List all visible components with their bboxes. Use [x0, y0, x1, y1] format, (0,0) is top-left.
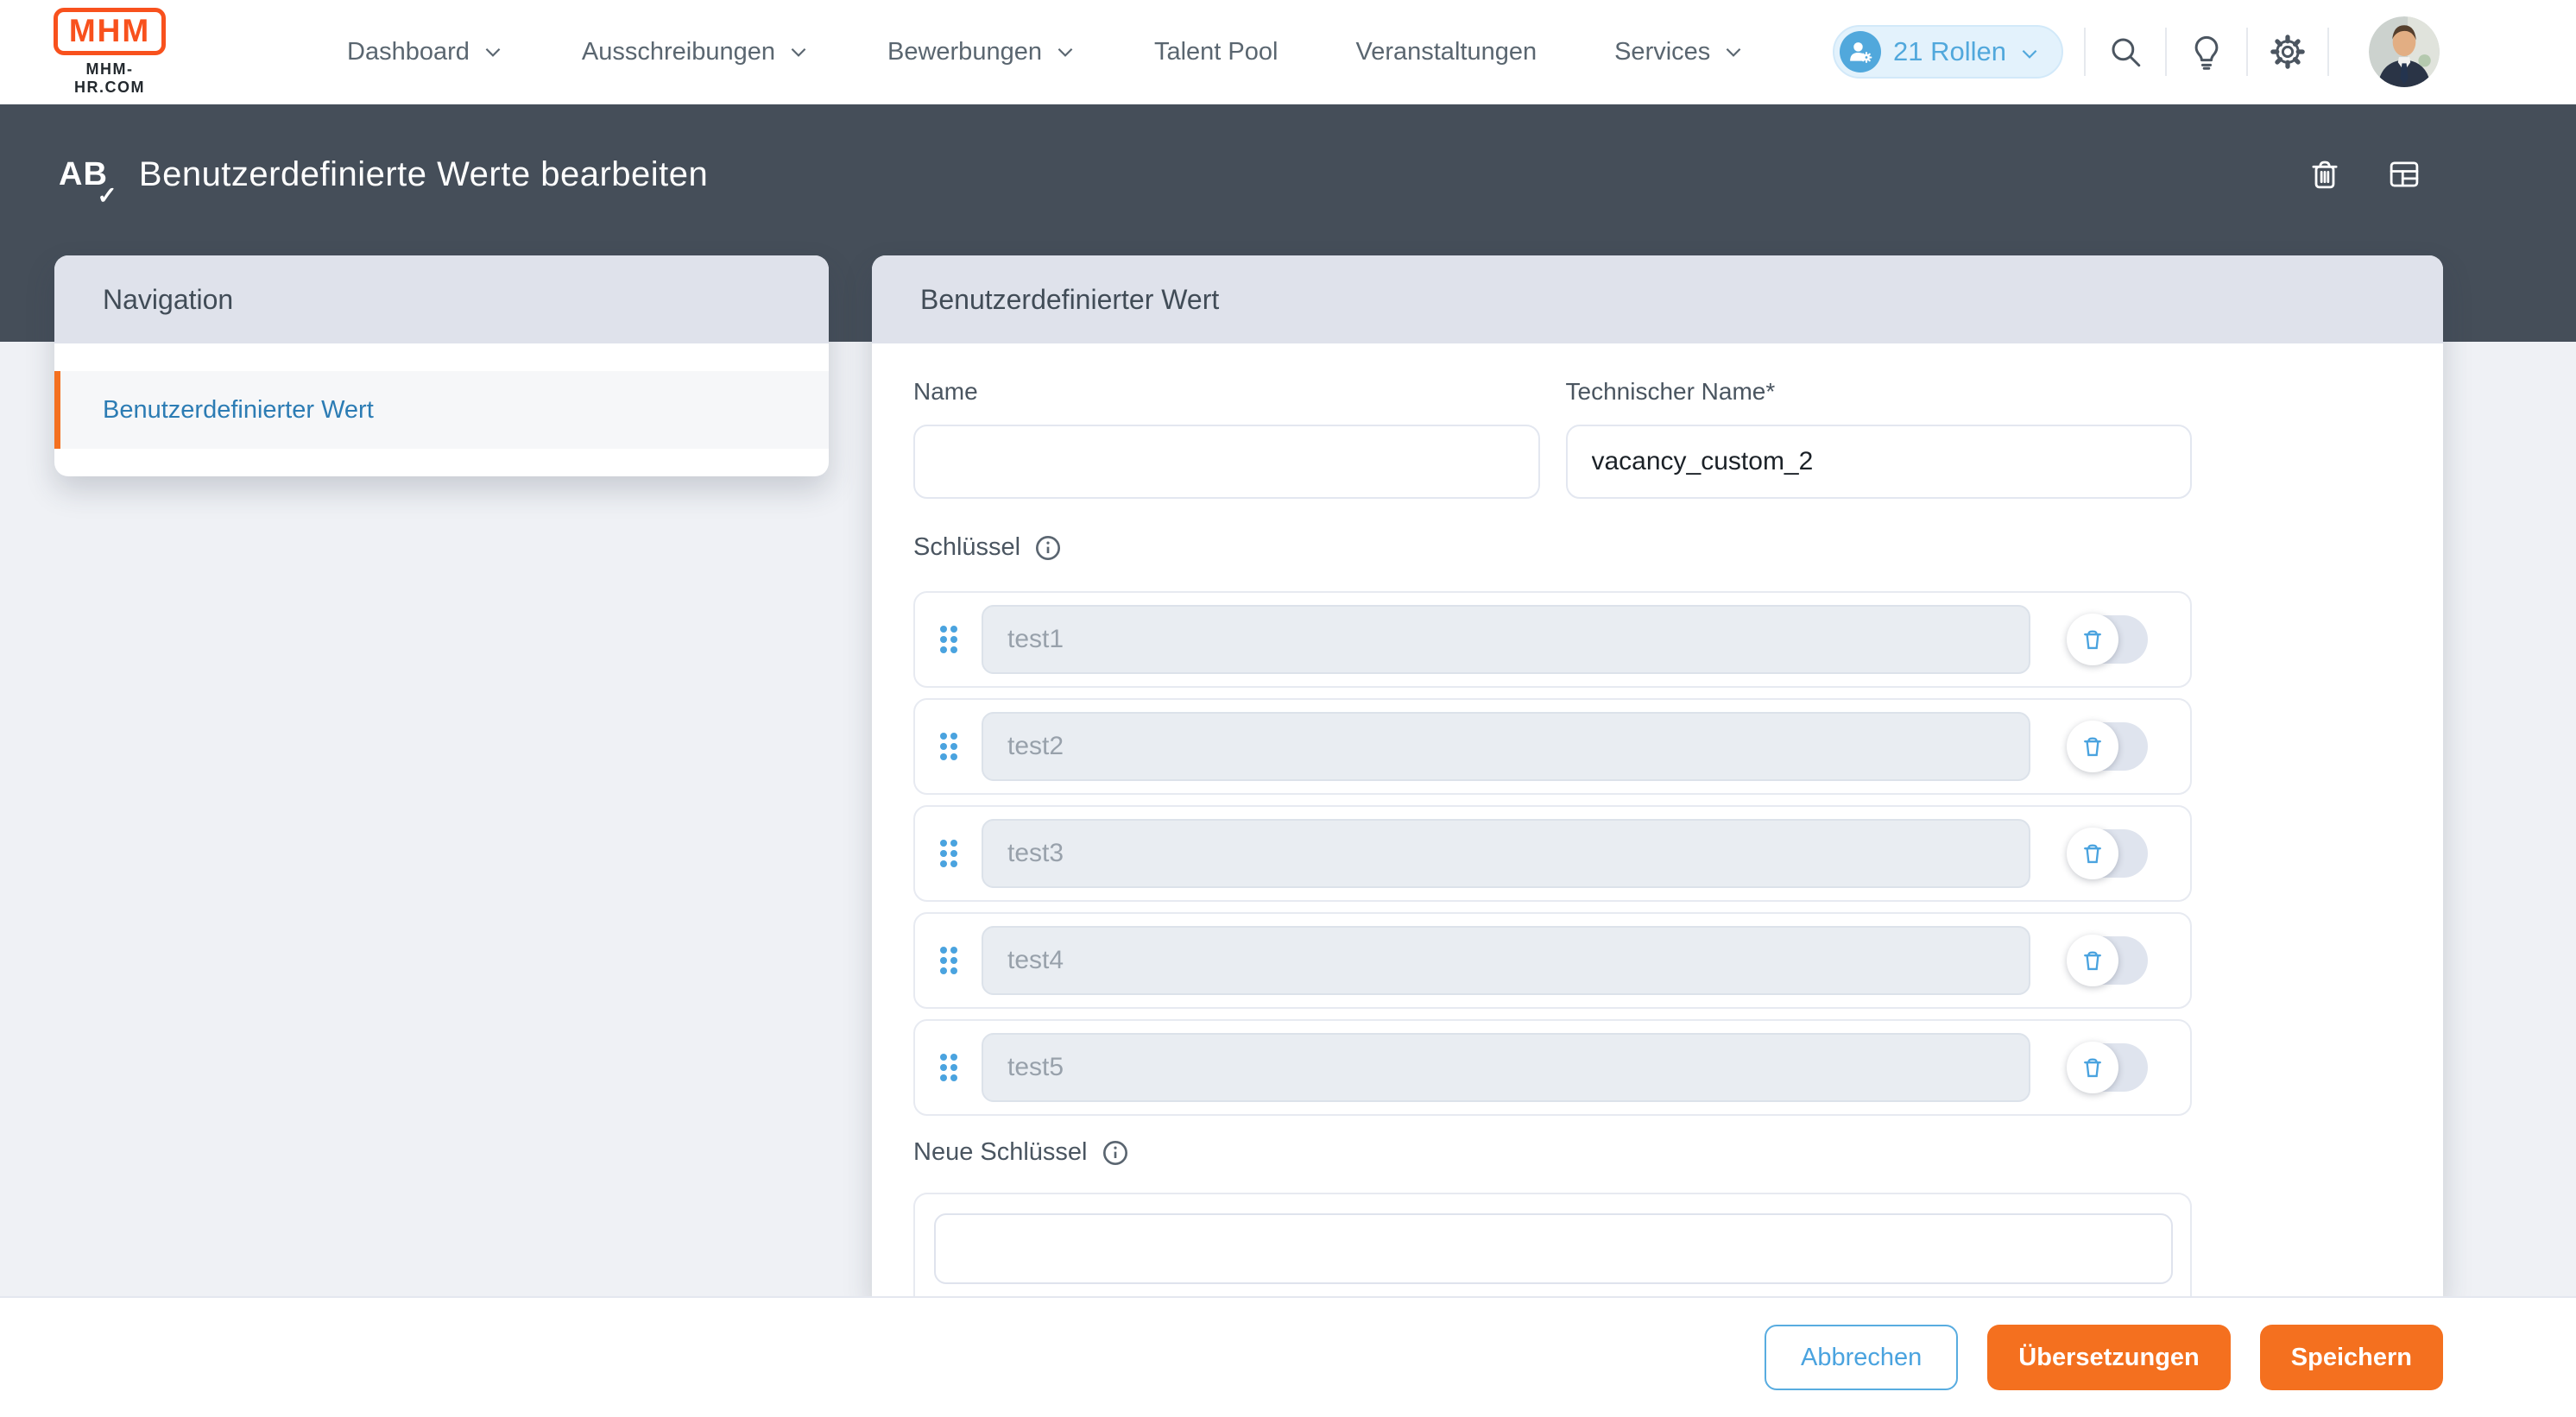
logo-mark: MHM	[54, 7, 166, 55]
info-icon[interactable]	[1102, 1139, 1129, 1167]
key-row	[913, 912, 2192, 1009]
sidebar-item-label: Benutzerdefinierter Wert	[103, 395, 374, 424]
key-input	[982, 819, 2030, 888]
chevron-down-icon	[1722, 41, 1745, 63]
name-field-label: Name	[913, 378, 978, 405]
trash-icon[interactable]	[2306, 155, 2344, 193]
sidebar-item-benutzerdefinierter-wert[interactable]: Benutzerdefinierter Wert	[54, 371, 829, 449]
page-title: Benutzerdefinierte Werte bearbeiten	[138, 154, 709, 193]
menu-item-label: Services	[1614, 37, 1711, 66]
technical-name-field-label: Technischer Name*	[1565, 378, 1776, 405]
menu-item-label: Veranstaltungen	[1355, 37, 1537, 66]
delete-key-toggle[interactable]	[2067, 721, 2148, 772]
menu-item-services[interactable]: Services	[1614, 38, 1745, 66]
user-avatar[interactable]	[2369, 16, 2440, 87]
form-panel: Benutzerdefinierter Wert Name Technische…	[872, 255, 2443, 1296]
menu-item-ausschreibungen[interactable]: Ausschreibungen	[582, 38, 810, 66]
save-button[interactable]: Speichern	[2259, 1325, 2443, 1390]
settings-icon[interactable]	[2269, 33, 2307, 71]
navigation-panel-title: Navigation	[103, 283, 234, 315]
translations-button[interactable]: Übersetzungen	[1987, 1325, 2231, 1390]
menu-item-bewerbungen[interactable]: Bewerbungen	[887, 38, 1076, 66]
delete-key-toggle[interactable]	[2067, 1042, 2148, 1093]
new-key-row	[913, 1193, 2192, 1296]
menu-item-label: Bewerbungen	[887, 37, 1042, 66]
user-roles-icon	[1840, 31, 1882, 72]
form-panel-header: Benutzerdefinierter Wert	[872, 255, 2443, 343]
key-input	[982, 605, 2030, 674]
menu-item-veranstaltungen[interactable]: Veranstaltungen	[1355, 38, 1537, 66]
key-input	[982, 1033, 2030, 1102]
technical-name-input[interactable]	[1565, 425, 2192, 499]
new-key-input[interactable]	[934, 1213, 2173, 1284]
key-row	[913, 805, 2192, 902]
trash-icon	[2067, 614, 2118, 665]
table-icon[interactable]	[2385, 155, 2423, 193]
trash-icon	[2067, 721, 2118, 772]
trash-icon	[2067, 1042, 2118, 1093]
key-input	[982, 712, 2030, 781]
drag-handle-icon[interactable]	[938, 1053, 959, 1082]
divider	[2327, 28, 2329, 76]
delete-key-toggle[interactable]	[2067, 614, 2148, 665]
menu-item-dashboard[interactable]: Dashboard	[347, 38, 504, 66]
key-row	[913, 1019, 2192, 1116]
navigation-panel-header: Navigation	[54, 255, 829, 343]
drag-handle-icon[interactable]	[938, 625, 959, 654]
delete-key-toggle[interactable]	[2067, 935, 2148, 986]
menu-item-label: Dashboard	[347, 37, 470, 66]
drag-handle-icon[interactable]	[938, 946, 959, 975]
new-keys-section-label-text: Neue Schlüssel	[913, 1138, 1088, 1166]
delete-key-toggle[interactable]	[2067, 828, 2148, 879]
lightbulb-icon[interactable]	[2188, 33, 2226, 71]
menu-item-label: Talent Pool	[1153, 37, 1279, 66]
top-navbar: MHM MHM-HR.COM Dashboard Ausschreibungen…	[0, 0, 2576, 104]
form-panel-title: Benutzerdefinierter Wert	[920, 283, 1220, 315]
name-input[interactable]	[913, 425, 1540, 499]
chevron-down-icon	[787, 41, 810, 63]
roles-badge-label: 21 Rollen	[1893, 36, 2006, 66]
main-menu: Dashboard Ausschreibungen Bewerbungen Ta…	[347, 38, 1745, 66]
topnav-right: 21 Rollen	[1833, 16, 2440, 87]
divider	[2084, 28, 2086, 76]
menu-item-label: Ausschreibungen	[581, 37, 775, 66]
chevron-down-icon	[1054, 41, 1076, 63]
key-row	[913, 698, 2192, 795]
trash-icon	[2067, 828, 2118, 879]
cancel-button[interactable]: Abbrechen	[1765, 1325, 1959, 1390]
trash-icon	[2067, 935, 2118, 986]
action-bar: Abbrechen Übersetzungen Speichern	[0, 1296, 2576, 1417]
key-input	[982, 926, 2030, 995]
ab-check-icon: AB ✓	[59, 156, 118, 209]
info-icon[interactable]	[1034, 534, 1062, 562]
new-keys-section-label: Neue Schlüssel	[913, 1138, 2443, 1167]
chevron-down-icon	[2018, 41, 2041, 63]
keys-list	[913, 591, 2443, 1116]
keys-section-label: Schlüssel	[913, 533, 2443, 562]
app-logo[interactable]: MHM MHM-HR.COM	[54, 7, 166, 97]
divider	[2246, 28, 2248, 76]
chevron-down-icon	[482, 41, 504, 63]
menu-item-talent-pool[interactable]: Talent Pool	[1154, 38, 1279, 66]
key-row	[913, 591, 2192, 688]
search-icon[interactable]	[2106, 33, 2144, 71]
logo-caption: MHM-HR.COM	[74, 60, 145, 96]
divider	[2165, 28, 2167, 76]
drag-handle-icon[interactable]	[938, 732, 959, 761]
roles-badge[interactable]: 21 Rollen	[1833, 25, 2063, 79]
drag-handle-icon[interactable]	[938, 839, 959, 868]
keys-section-label-text: Schlüssel	[913, 533, 1021, 561]
navigation-panel: Navigation Benutzerdefinierter Wert	[54, 255, 829, 476]
